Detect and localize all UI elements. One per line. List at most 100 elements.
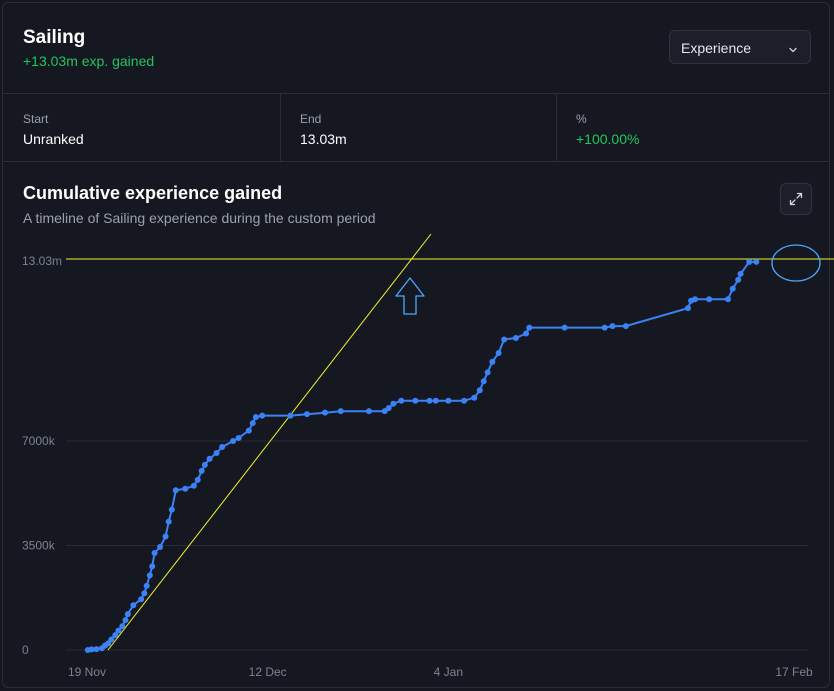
stat-start: Start Unranked xyxy=(3,93,281,161)
metric-select[interactable]: Experience xyxy=(669,30,811,64)
annotation-trend-line xyxy=(107,233,432,651)
data-point[interactable] xyxy=(287,412,294,419)
stat-percent-label: % xyxy=(576,112,587,126)
data-point[interactable] xyxy=(706,296,713,303)
data-point[interactable] xyxy=(219,443,226,450)
data-point[interactable] xyxy=(119,623,126,630)
data-point[interactable] xyxy=(737,270,744,277)
exp-gained-text: +13.03m exp. gained xyxy=(23,53,155,69)
data-point[interactable] xyxy=(692,296,699,303)
data-point[interactable] xyxy=(157,544,164,551)
data-point[interactable] xyxy=(476,387,483,394)
data-point[interactable] xyxy=(162,533,169,540)
stat-start-value: Unranked xyxy=(23,131,84,147)
y-axis-ticks: 0 3500k 7000k 13.03m xyxy=(22,254,62,657)
data-point[interactable] xyxy=(489,358,496,365)
data-point[interactable] xyxy=(746,258,753,265)
data-point[interactable] xyxy=(141,590,148,597)
data-point[interactable] xyxy=(753,258,760,265)
data-point[interactable] xyxy=(172,487,179,494)
data-point[interactable] xyxy=(143,582,150,589)
y-tick-label: 7000k xyxy=(22,434,56,448)
annotation-circle xyxy=(771,244,821,282)
data-point[interactable] xyxy=(108,636,115,643)
data-point[interactable] xyxy=(725,296,732,303)
data-point[interactable] xyxy=(622,323,629,330)
chart-title: Cumulative experience gained xyxy=(23,183,283,203)
series-points xyxy=(84,258,760,653)
data-point[interactable] xyxy=(259,412,266,419)
data-point[interactable] xyxy=(151,549,158,556)
data-point[interactable] xyxy=(115,627,122,634)
data-point[interactable] xyxy=(190,482,197,489)
data-point[interactable] xyxy=(149,563,156,570)
data-point[interactable] xyxy=(561,324,568,331)
data-point[interactable] xyxy=(124,611,131,618)
data-point[interactable] xyxy=(146,572,153,579)
data-point[interactable] xyxy=(182,485,189,492)
data-point[interactable] xyxy=(206,455,213,462)
data-point[interactable] xyxy=(138,596,145,603)
data-point[interactable] xyxy=(609,323,616,330)
data-point[interactable] xyxy=(245,427,252,434)
metric-select-value: Experience xyxy=(681,40,752,56)
data-point[interactable] xyxy=(426,397,433,404)
data-point[interactable] xyxy=(523,330,530,337)
data-point[interactable] xyxy=(165,518,172,525)
data-point[interactable] xyxy=(88,646,95,653)
data-point[interactable] xyxy=(385,405,392,412)
data-point[interactable] xyxy=(512,335,519,342)
data-point[interactable] xyxy=(122,617,129,624)
annotation-arrow-icon xyxy=(395,277,425,315)
data-point[interactable] xyxy=(194,476,201,483)
y-tick-label: 13.03m xyxy=(22,254,62,268)
series-line xyxy=(87,260,757,651)
data-point[interactable] xyxy=(198,467,205,474)
data-point[interactable] xyxy=(601,324,608,331)
stat-percent: % +100.00% xyxy=(556,93,829,161)
data-point[interactable] xyxy=(235,435,242,442)
data-point[interactable] xyxy=(213,449,220,456)
data-point[interactable] xyxy=(412,397,419,404)
data-point[interactable] xyxy=(480,378,487,385)
x-tick-label: 17 Feb xyxy=(775,665,813,679)
stat-percent-value: +100.00% xyxy=(576,131,640,147)
data-point[interactable] xyxy=(168,506,175,513)
data-point[interactable] xyxy=(337,408,344,415)
data-point[interactable] xyxy=(735,276,742,283)
data-point[interactable] xyxy=(684,305,691,312)
data-point[interactable] xyxy=(471,394,478,401)
expand-icon xyxy=(789,192,803,206)
stat-start-label: Start xyxy=(23,112,49,126)
data-point[interactable] xyxy=(461,397,468,404)
data-point[interactable] xyxy=(112,632,119,639)
data-point[interactable] xyxy=(249,420,256,427)
data-point[interactable] xyxy=(484,369,491,376)
data-point[interactable] xyxy=(432,397,439,404)
data-point[interactable] xyxy=(252,414,259,421)
data-point[interactable] xyxy=(303,411,310,418)
data-point[interactable] xyxy=(366,408,373,415)
data-point[interactable] xyxy=(130,602,137,609)
data-point[interactable] xyxy=(230,438,237,445)
y-tick-label: 0 xyxy=(22,643,29,657)
data-point[interactable] xyxy=(445,397,452,404)
data-point[interactable] xyxy=(501,336,508,343)
data-point[interactable] xyxy=(495,349,502,356)
x-axis-ticks: 19 Nov 12 Dec 4 Jan 17 Feb xyxy=(68,665,813,679)
data-point[interactable] xyxy=(526,324,533,331)
skill-title: Sailing xyxy=(23,27,86,48)
chevron-down-icon xyxy=(788,42,798,60)
expand-chart-button[interactable] xyxy=(780,183,812,215)
data-point[interactable] xyxy=(398,397,405,404)
y-tick-label: 3500k xyxy=(22,539,56,553)
chart-subtitle: A timeline of Sailing experience during … xyxy=(23,210,376,226)
data-point[interactable] xyxy=(322,409,329,416)
data-point[interactable] xyxy=(93,646,100,653)
data-point[interactable] xyxy=(390,400,397,407)
data-point[interactable] xyxy=(201,461,208,468)
stat-end-label: End xyxy=(300,112,322,126)
data-point[interactable] xyxy=(729,285,736,292)
